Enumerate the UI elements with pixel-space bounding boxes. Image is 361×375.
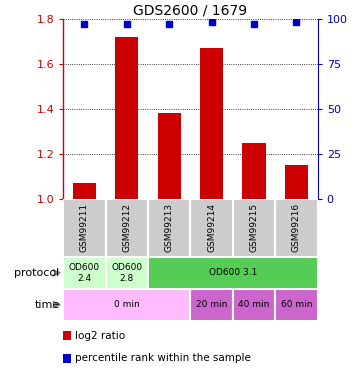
Text: 60 min: 60 min bbox=[281, 300, 312, 309]
Bar bbox=[157, 113, 181, 199]
Text: 20 min: 20 min bbox=[196, 300, 227, 309]
Bar bbox=[233, 289, 275, 321]
Text: GSM99214: GSM99214 bbox=[207, 203, 216, 252]
Bar bbox=[191, 199, 233, 257]
Bar bbox=[285, 165, 308, 199]
Bar bbox=[105, 199, 148, 257]
Bar bbox=[105, 257, 148, 289]
Text: OD600
2.8: OD600 2.8 bbox=[111, 263, 142, 282]
Text: OD600 3.1: OD600 3.1 bbox=[209, 268, 257, 278]
Text: protocol: protocol bbox=[14, 268, 60, 278]
Bar bbox=[73, 183, 96, 199]
Text: OD600
2.4: OD600 2.4 bbox=[69, 263, 100, 282]
Bar bbox=[191, 289, 233, 321]
Text: GSM99216: GSM99216 bbox=[292, 203, 301, 252]
Text: GSM99215: GSM99215 bbox=[249, 203, 258, 252]
Text: 40 min: 40 min bbox=[238, 300, 270, 309]
Title: GDS2600 / 1679: GDS2600 / 1679 bbox=[133, 4, 248, 18]
Text: GSM99211: GSM99211 bbox=[80, 203, 89, 252]
Bar bbox=[233, 199, 275, 257]
Bar bbox=[63, 199, 105, 257]
Text: GSM99213: GSM99213 bbox=[165, 203, 174, 252]
Text: time: time bbox=[34, 300, 60, 310]
Text: GSM99212: GSM99212 bbox=[122, 203, 131, 252]
Bar bbox=[275, 199, 318, 257]
Bar bbox=[242, 142, 266, 199]
Text: 0 min: 0 min bbox=[114, 300, 140, 309]
Text: log2 ratio: log2 ratio bbox=[75, 331, 125, 340]
Bar bbox=[115, 37, 139, 199]
Bar bbox=[275, 289, 318, 321]
Bar bbox=[200, 48, 223, 199]
Bar bbox=[63, 257, 105, 289]
Bar bbox=[63, 289, 191, 321]
Bar bbox=[148, 199, 191, 257]
Bar bbox=[148, 257, 318, 289]
Text: percentile rank within the sample: percentile rank within the sample bbox=[75, 353, 251, 363]
